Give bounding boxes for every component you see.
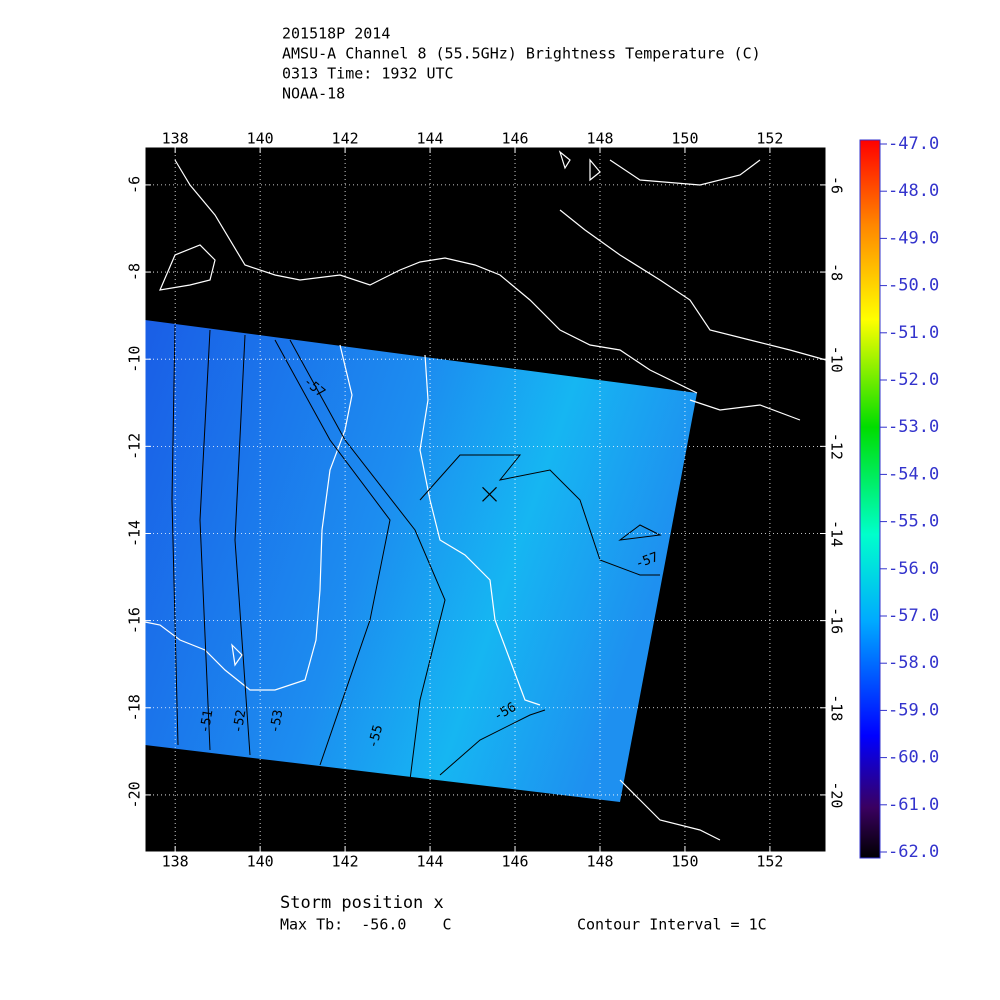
y-tick-label: -16 xyxy=(828,607,846,634)
colorbar-tick-label: -56.0 xyxy=(888,559,939,579)
contour-label: -53 xyxy=(268,709,287,735)
header: 201518P 2014 AMSU-A Channel 8 (55.5GHz) … xyxy=(282,25,761,103)
x-tick-label: 152 xyxy=(756,130,783,148)
colorbar-tick-label: -62.0 xyxy=(888,842,939,862)
contour-line xyxy=(289,339,446,781)
contour-line xyxy=(439,709,546,776)
contour-label: -52 xyxy=(231,709,250,735)
colorbar-tick-label: -52.0 xyxy=(888,370,939,390)
y-tick-label: -6 xyxy=(126,176,144,194)
y-tick-label: -6 xyxy=(828,176,846,194)
y-tick-label: -18 xyxy=(126,694,144,721)
y-tick-label: -12 xyxy=(126,433,144,460)
x-tick-label: 148 xyxy=(586,130,613,148)
y-tick-label: -18 xyxy=(828,694,846,721)
colorbar-tick-label: -58.0 xyxy=(888,653,939,673)
contour-line xyxy=(171,324,179,746)
contour-line xyxy=(199,329,211,751)
x-tick-label: 138 xyxy=(162,130,189,148)
colorbar-tick-label: -53.0 xyxy=(888,417,939,437)
y-tick-label: -8 xyxy=(828,263,846,281)
y-tick-label: -10 xyxy=(126,346,144,373)
colorbar-tick-label: -55.0 xyxy=(888,512,939,532)
colorbar-tick-label: -49.0 xyxy=(888,228,939,248)
storm-label: Storm position x xyxy=(280,893,444,913)
swath xyxy=(145,320,697,802)
x-tick-label: 150 xyxy=(671,130,698,148)
colorbar-tick-label: -57.0 xyxy=(888,606,939,626)
x-tick-label: 144 xyxy=(417,130,444,148)
y-tick-label: -10 xyxy=(828,346,846,373)
footer: Storm position x Max Tb: -56.0 C Contour… xyxy=(280,893,767,934)
storm-marker xyxy=(482,486,497,502)
map: -51 -52 -53 -55 -56 -57 -57 xyxy=(144,146,827,853)
y-tick-label: -8 xyxy=(126,263,144,281)
colorbar-tick-label: -47.0 xyxy=(888,134,939,154)
x-tick-label: 146 xyxy=(501,130,528,148)
x-tick-label: 142 xyxy=(332,130,359,148)
y-tick-label: -12 xyxy=(828,433,846,460)
y-tick-label: -20 xyxy=(828,781,846,808)
y-tick-label: -16 xyxy=(126,607,144,634)
x-tick-label: 140 xyxy=(247,130,274,148)
y-tick-label: -20 xyxy=(126,781,144,808)
contours xyxy=(171,324,662,781)
header-line: 201518P 2014 xyxy=(282,25,390,43)
colorbar-tick-label: -48.0 xyxy=(888,181,939,201)
y-tick-label: -14 xyxy=(126,520,144,547)
contour-line xyxy=(618,524,662,541)
map-frame xyxy=(144,146,827,853)
contour-label: -55 xyxy=(366,723,387,750)
coastline xyxy=(144,150,827,841)
contour-line xyxy=(274,339,391,766)
contour-line xyxy=(234,334,251,756)
colorbar-tick-label: -59.0 xyxy=(888,700,939,720)
colorbar-tick-label: -54.0 xyxy=(888,464,939,484)
x-tick-label: 144 xyxy=(417,853,444,871)
contour-line xyxy=(419,454,660,576)
x-tick-label: 138 xyxy=(162,853,189,871)
header-line: NOAA-18 xyxy=(282,85,345,103)
colorbar-tick-label: -50.0 xyxy=(888,276,939,296)
contour-label: -51 xyxy=(198,709,217,735)
colorbar-tick-label: -60.0 xyxy=(888,748,939,768)
colorbar: -47.0 -48.0 -49.0 -50.0 -51.0 -52.0 -53.0 -54.0… xyxy=(859,134,939,862)
header-line: 0313 Time: 1932 UTC xyxy=(282,65,454,83)
x-tick-label: 148 xyxy=(586,853,613,871)
colorbar-tick-label: -61.0 xyxy=(888,795,939,815)
max-tb: Max Tb: -56.0 C xyxy=(280,916,452,934)
colorbar-tick-label: -51.0 xyxy=(888,323,939,343)
x-tick-label: 146 xyxy=(501,853,528,871)
colorbar-scale xyxy=(859,139,881,859)
y-tick-label: -14 xyxy=(828,520,846,547)
x-tick-label: 142 xyxy=(332,853,359,871)
contour-interval: Contour Interval = 1C xyxy=(577,916,767,934)
x-tick-label: 152 xyxy=(756,853,783,871)
x-tick-label: 140 xyxy=(247,853,274,871)
x-tick-label: 150 xyxy=(671,853,698,871)
header-line: AMSU-A Channel 8 (55.5GHz) Brightness Te… xyxy=(282,45,761,63)
